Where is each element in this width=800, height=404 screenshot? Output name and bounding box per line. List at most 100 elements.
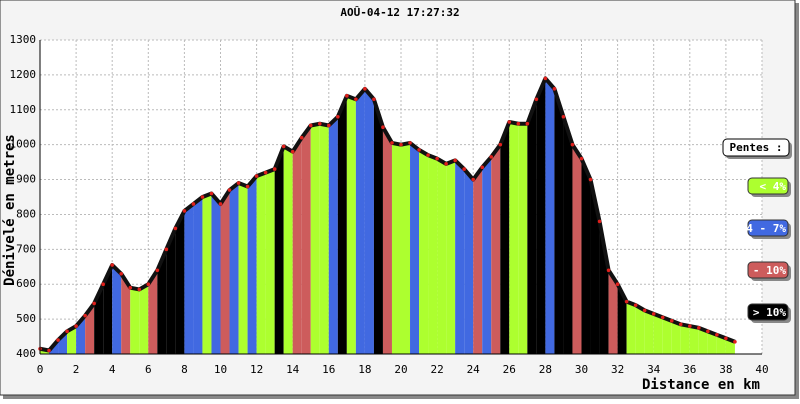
slope-segment: [103, 265, 113, 354]
slope-segment: [184, 203, 194, 354]
slope-segment: [446, 160, 456, 354]
profile-point: [83, 313, 87, 318]
profile-point: [633, 303, 638, 307]
slope-segment: [220, 190, 230, 354]
slope-segment: [428, 155, 438, 354]
y-tick-label: 700: [16, 242, 36, 255]
slope-segment: [157, 249, 167, 354]
profile-point: [579, 156, 584, 161]
profile-point: [390, 141, 394, 145]
slope-segment: [274, 146, 284, 354]
legend-label: 7 - 10%: [740, 264, 787, 277]
slope-segment: [581, 158, 591, 354]
profile-point: [308, 123, 313, 128]
profile-point: [516, 121, 521, 126]
profile-point: [444, 162, 448, 166]
profile-point: [507, 120, 512, 124]
x-tick-label: 0: [37, 363, 44, 376]
profile-point: [706, 329, 710, 334]
slope-segment: [518, 123, 528, 354]
slope-segment: [590, 179, 600, 354]
profile-point: [435, 156, 439, 161]
profile-point: [137, 287, 142, 292]
x-tick-label: 28: [539, 363, 552, 376]
slope-segment: [112, 265, 122, 354]
profile-point: [119, 271, 124, 276]
profile-point: [597, 219, 602, 224]
y-tick-label: 1300: [10, 33, 37, 46]
y-tick-label: 1000: [10, 138, 37, 151]
slope-segment: [626, 301, 636, 354]
profile-point: [299, 135, 304, 140]
profile-point: [543, 76, 548, 81]
x-tick-label: 38: [719, 363, 732, 376]
x-tick-label: 40: [755, 363, 768, 376]
slope-segment: [175, 210, 185, 354]
profile-point: [200, 195, 205, 199]
profile-point: [669, 319, 674, 323]
slope-segment: [401, 142, 411, 354]
slope-segment: [464, 169, 474, 354]
slope-segment: [473, 167, 483, 354]
slope-segment: [482, 156, 492, 354]
profile-point: [525, 121, 530, 126]
profile-point: [462, 167, 466, 171]
legend-swatch: [747, 177, 789, 195]
slope-segment: [247, 176, 257, 354]
slope-segment: [283, 146, 293, 354]
y-tick-label: 1100: [10, 103, 37, 116]
slope-segment: [509, 121, 519, 354]
x-tick-label: 30: [575, 363, 588, 376]
slope-segment: [211, 193, 221, 354]
profile-point: [128, 285, 133, 290]
profile-point: [489, 155, 494, 159]
slope-segment: [572, 144, 582, 354]
x-tick-label: 8: [181, 363, 188, 376]
profile-point: [317, 121, 322, 126]
legend-title-box: [722, 138, 790, 157]
slope-segment: [410, 142, 420, 354]
profile-point: [254, 174, 259, 178]
profile-point: [146, 282, 151, 287]
profile-point: [218, 202, 223, 206]
slope-segment: [373, 99, 383, 354]
profile-point: [588, 177, 593, 182]
profile-point: [381, 125, 385, 130]
slope-segment: [193, 197, 203, 354]
x-tick-label: 16: [322, 363, 335, 376]
x-tick-label: 36: [683, 363, 696, 376]
profile-point: [74, 324, 78, 328]
legend-label: 4 - 7%: [746, 222, 786, 235]
slope-segment: [545, 78, 555, 354]
x-tick-label: 34: [647, 363, 661, 376]
profile-point: [272, 167, 277, 171]
slope-segment: [599, 221, 609, 354]
slope-segment: [328, 116, 338, 354]
slope-segment: [617, 284, 627, 354]
profile-point: [372, 97, 376, 102]
profile-point: [281, 144, 286, 149]
slope-segment: [635, 305, 645, 354]
slope-segment: [671, 320, 681, 354]
x-tick-label: 14: [286, 363, 300, 376]
slope-segment: [653, 313, 663, 354]
profile-point: [110, 263, 114, 267]
slope-segment: [608, 270, 618, 354]
profile-point: [290, 149, 295, 154]
slope-segment: [364, 88, 374, 354]
slope-segment: [130, 287, 140, 354]
profile-point: [263, 170, 268, 175]
slope-segment: [319, 123, 329, 354]
legend-swatch: [747, 303, 789, 321]
legend-title: Pentes :: [730, 141, 783, 154]
profile-point: [570, 142, 575, 147]
profile-point: [417, 148, 421, 152]
profile-point: [164, 247, 169, 252]
x-tick-label: 22: [430, 363, 443, 376]
profile-point: [534, 97, 539, 102]
slope-segment: [491, 144, 501, 354]
profile-point: [354, 97, 358, 102]
x-tick-label: 12: [250, 363, 263, 376]
x-tick-label: 32: [611, 363, 624, 376]
y-axis-label: Dénivelé en metres: [2, 134, 18, 286]
